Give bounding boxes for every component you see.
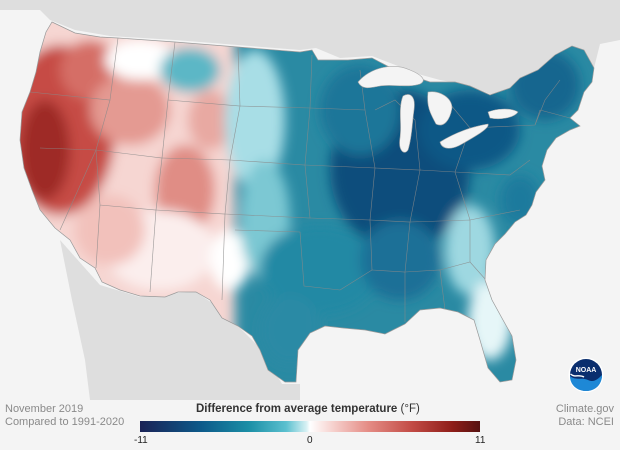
legend-max-label: 11 — [475, 435, 486, 446]
legend-unit: (°F) — [400, 403, 420, 415]
legend-title-text: Difference from average temperature — [196, 403, 398, 415]
legend-color-bar — [140, 421, 480, 432]
great-lakes — [357, 66, 519, 153]
credits-line-2: Data: NCEI — [558, 416, 614, 428]
noaa-logo-text: NOAA — [576, 367, 597, 374]
legend-min-label: -11 — [134, 435, 148, 446]
temperature-map: NOAA — [0, 0, 620, 400]
map-svg — [0, 0, 620, 400]
lake-superior — [357, 66, 424, 89]
lake-ontario — [487, 108, 519, 120]
date-caption: November 2019 Compared to 1991-2020 — [5, 403, 124, 429]
canada-land — [0, 0, 620, 140]
legend-mid-label: 0 — [307, 435, 313, 446]
legend-title: Difference from average temperature (°F) — [196, 403, 420, 415]
footer: November 2019 Compared to 1991-2020 Diff… — [0, 400, 620, 450]
credits: Climate.gov Data: NCEI — [556, 403, 614, 429]
credits-line-1: Climate.gov — [555, 403, 614, 415]
date-line-1: November 2019 — [5, 403, 84, 415]
mexico-land — [60, 240, 300, 400]
anomaly-field — [20, 22, 594, 382]
lake-erie — [439, 123, 489, 149]
lake-huron — [427, 91, 453, 126]
noaa-logo-icon: NOAA — [568, 357, 604, 393]
lake-michigan — [399, 94, 415, 153]
date-line-2: Compared to 1991-2020 — [5, 416, 125, 428]
